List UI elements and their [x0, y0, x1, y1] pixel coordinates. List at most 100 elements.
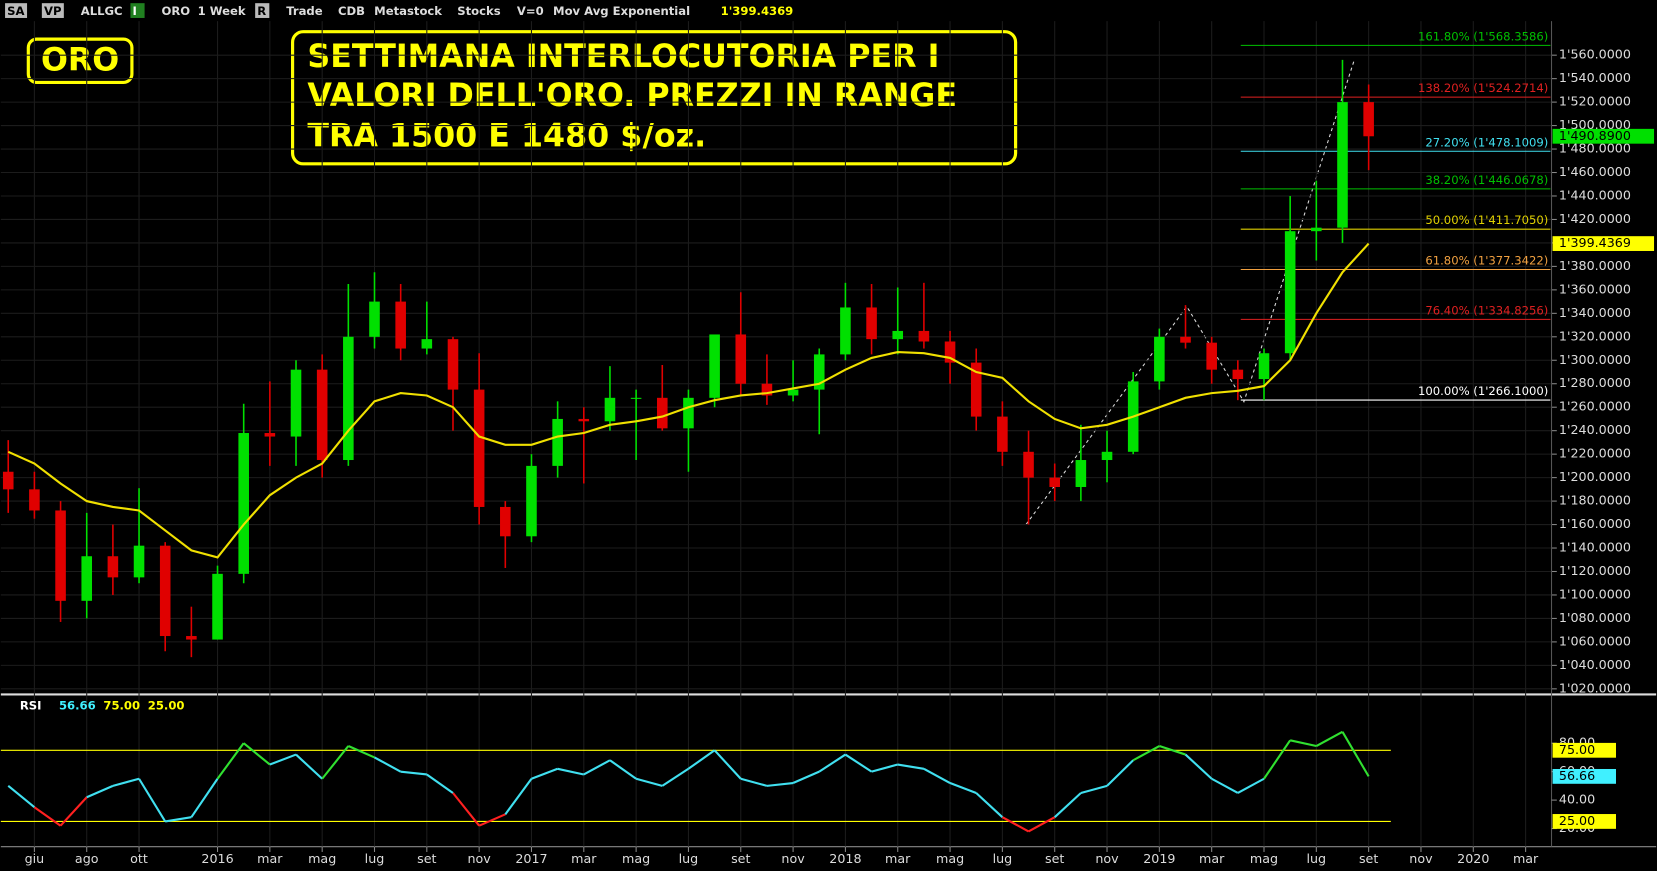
- candle-body: [1284, 231, 1296, 354]
- indicator-segment: [269, 753, 297, 766]
- indicator-segment: [478, 813, 506, 827]
- indicator-segment: [1132, 745, 1160, 762]
- toolbar-item[interactable]: I: [133, 4, 137, 18]
- headline: TRA 1500 E 1480 $/oz.: [307, 118, 706, 154]
- x-tick-label: mar: [1513, 851, 1539, 866]
- x-tick-label: 2020: [1457, 851, 1489, 866]
- candle-body: [447, 339, 459, 390]
- indicator-segment: [792, 770, 820, 784]
- candle-body: [866, 307, 877, 340]
- y-tick-label: 1'540.0000: [1559, 70, 1631, 85]
- toolbar-item[interactable]: SA: [7, 4, 24, 18]
- indicator-segment: [766, 781, 794, 787]
- candle-body: [1049, 477, 1060, 488]
- y-tick-label: 1'040.0000: [1559, 657, 1631, 672]
- indicator-segment: [635, 777, 663, 787]
- toolbar-button[interactable]: [5, 3, 28, 18]
- candle-body: [944, 341, 956, 363]
- x-tick-label: nov: [781, 851, 805, 866]
- candle-body: [840, 307, 851, 355]
- y-tick-label: 1'520.0000: [1559, 94, 1631, 109]
- toolbar-item: Mov Avg Exponential: [553, 4, 690, 18]
- toolbar-button[interactable]: [41, 3, 64, 18]
- indicator-segment: [373, 756, 402, 773]
- indicator-segment: [295, 753, 323, 780]
- indicator-segment: [86, 784, 114, 799]
- x-tick-label: mar: [1199, 851, 1225, 866]
- candle-body: [1023, 451, 1034, 478]
- indicator-segment: [531, 767, 559, 780]
- headline: VALORI DELL'ORO. PREZZI IN RANGE: [307, 78, 957, 114]
- x-tick-label: 2019: [1143, 851, 1175, 866]
- y-tick-label: 1'180.0000: [1559, 493, 1631, 508]
- annotation-box: [26, 37, 134, 85]
- x-tick-label: lug: [679, 851, 699, 866]
- candle-body: [290, 369, 302, 437]
- candle-body: [238, 433, 249, 574]
- y-tick-label: 1'480.0000: [1559, 141, 1631, 156]
- indicator-segment: [1053, 792, 1082, 818]
- indicator-segment: [583, 759, 611, 776]
- toolbar-button[interactable]: [130, 3, 145, 18]
- candle-body: [1337, 102, 1348, 228]
- indicator-segment: [321, 745, 350, 780]
- candle-body: [500, 506, 511, 537]
- toolbar-item[interactable]: VP: [44, 4, 62, 18]
- indicator-segment: [243, 742, 271, 766]
- indicator-segment: [426, 773, 454, 794]
- indicator-segment: [713, 749, 742, 780]
- toolbar-item: V=0: [517, 4, 544, 18]
- headline: SETTIMANA INTERLOCUTORIA PER I: [307, 39, 939, 75]
- candle-body: [1180, 336, 1191, 343]
- toolbar-item: CDB: [338, 4, 365, 18]
- toolbar-button[interactable]: [255, 3, 270, 18]
- indicator-segment: [1106, 759, 1134, 787]
- candle-body: [1232, 369, 1244, 380]
- toolbar-value: 1'399.4369: [721, 4, 794, 18]
- y-tick-label: 1'380.0000: [1559, 258, 1631, 273]
- y-tick-label: 1'420.0000: [1559, 211, 1631, 226]
- annotation: ORO: [41, 42, 119, 78]
- x-tick-label: ago: [75, 851, 99, 866]
- candle-body: [29, 489, 40, 511]
- x-tick-label: nov: [1095, 851, 1119, 866]
- y-tick-label: 1'160.0000: [1559, 516, 1631, 531]
- candle-body: [316, 369, 328, 461]
- candle-body: [735, 334, 747, 384]
- indicator-tag: [1552, 742, 1616, 758]
- price-tag: [1552, 236, 1655, 251]
- x-tick-label: lug: [365, 851, 385, 866]
- candle-body: [2, 471, 14, 490]
- x-tick-label: set: [1045, 851, 1064, 866]
- y-tick-label: 1'260.0000: [1559, 399, 1631, 414]
- candle-body: [107, 556, 119, 578]
- indicator-segment: [165, 816, 192, 823]
- indicator-segment: [400, 770, 427, 776]
- price-tag-label: 1'490.8900: [1559, 128, 1631, 143]
- indicator-segment: [923, 767, 951, 784]
- y-tick-label: 1'340.0000: [1559, 305, 1631, 320]
- candle-body: [1206, 342, 1217, 370]
- x-tick-label: mar: [257, 851, 283, 866]
- toolbar-item[interactable]: R: [257, 4, 266, 18]
- y-tick-label: 40.00: [1559, 792, 1595, 807]
- candle-body: [552, 418, 563, 466]
- fib-label: 161.80% (1'568.3586): [1418, 29, 1548, 43]
- y-tick-label: 1'140.0000: [1559, 540, 1631, 555]
- y-tick-label: 1'120.0000: [1559, 563, 1631, 578]
- indicator-tag-label: 25.00: [1559, 813, 1595, 828]
- fib-label: 50.00% (1'411.7050): [1425, 213, 1548, 227]
- moving-average: [7, 242, 1370, 559]
- candle-body: [578, 418, 590, 422]
- fib-label: 100.00% (1'266.1000): [1418, 384, 1548, 398]
- indicator-segment: [1341, 731, 1370, 777]
- x-tick-label: mar: [571, 851, 597, 866]
- fib-label: 138.20% (1'524.2714): [1418, 81, 1548, 95]
- y-tick-label: 1'460.0000: [1559, 164, 1631, 179]
- price-tag-label: 1'399.4369: [1559, 235, 1631, 250]
- candle-body: [630, 397, 642, 399]
- y-tick-label: 1'280.0000: [1559, 375, 1631, 390]
- candle-body: [159, 545, 171, 637]
- toolbar-item: ALLGC: [81, 4, 123, 18]
